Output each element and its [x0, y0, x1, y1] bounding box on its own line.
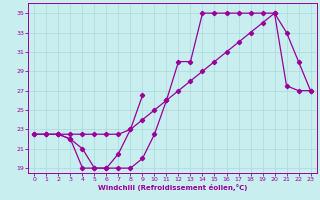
- X-axis label: Windchill (Refroidissement éolien,°C): Windchill (Refroidissement éolien,°C): [98, 184, 247, 191]
